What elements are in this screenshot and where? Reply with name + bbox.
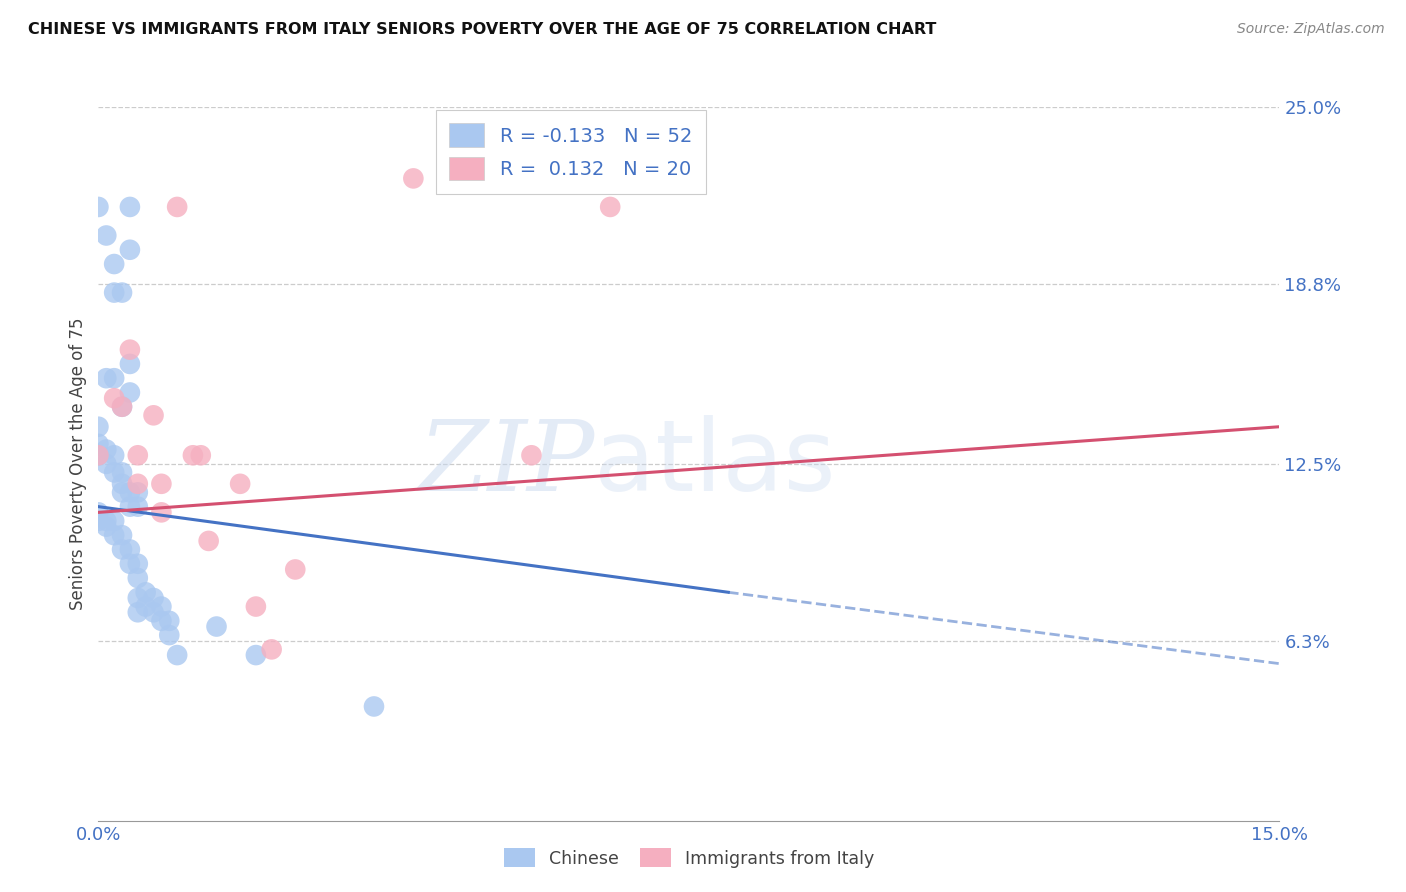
- Point: [142, 591, 165, 605]
- Point: [111, 528, 134, 542]
- Point: [190, 448, 212, 462]
- Point: [111, 400, 134, 414]
- Text: CHINESE VS IMMIGRANTS FROM ITALY SENIORS POVERTY OVER THE AGE OF 75 CORRELATION : CHINESE VS IMMIGRANTS FROM ITALY SENIORS…: [28, 22, 936, 37]
- Point: [103, 528, 125, 542]
- Point: [229, 476, 252, 491]
- Point: [127, 500, 149, 514]
- Point: [127, 476, 149, 491]
- Point: [150, 476, 173, 491]
- Point: [96, 457, 118, 471]
- Point: [103, 466, 125, 480]
- Point: [96, 514, 118, 528]
- Point: [103, 371, 125, 385]
- Point: [118, 357, 141, 371]
- Point: [96, 371, 118, 385]
- Point: [103, 391, 125, 405]
- Point: [245, 648, 267, 662]
- Point: [135, 585, 157, 599]
- Point: [103, 257, 125, 271]
- Point: [96, 519, 118, 533]
- Point: [111, 485, 134, 500]
- Point: [127, 485, 149, 500]
- Point: [111, 285, 134, 300]
- Point: [118, 343, 141, 357]
- Point: [111, 400, 134, 414]
- Point: [127, 571, 149, 585]
- Point: [87, 419, 110, 434]
- Point: [111, 466, 134, 480]
- Point: [284, 562, 307, 576]
- Text: Source: ZipAtlas.com: Source: ZipAtlas.com: [1237, 22, 1385, 37]
- Point: [111, 476, 134, 491]
- Point: [103, 285, 125, 300]
- Point: [87, 437, 110, 451]
- Point: [103, 514, 125, 528]
- Text: ZIP: ZIP: [418, 417, 595, 511]
- Point: [118, 557, 141, 571]
- Point: [118, 542, 141, 557]
- Point: [127, 591, 149, 605]
- Point: [127, 557, 149, 571]
- Point: [150, 599, 173, 614]
- Point: [118, 200, 141, 214]
- Point: [166, 200, 188, 214]
- Text: atlas: atlas: [595, 416, 837, 512]
- Point: [402, 171, 425, 186]
- Point: [150, 505, 173, 519]
- Point: [245, 599, 267, 614]
- Point: [87, 448, 110, 462]
- Y-axis label: Seniors Poverty Over the Age of 75: Seniors Poverty Over the Age of 75: [69, 318, 87, 610]
- Point: [599, 200, 621, 214]
- Point: [96, 442, 118, 457]
- Point: [111, 542, 134, 557]
- Point: [118, 243, 141, 257]
- Point: [127, 605, 149, 619]
- Point: [103, 448, 125, 462]
- Point: [87, 448, 110, 462]
- Legend: Chinese, Immigrants from Italy: Chinese, Immigrants from Italy: [495, 839, 883, 876]
- Point: [181, 448, 204, 462]
- Point: [127, 448, 149, 462]
- Point: [96, 228, 118, 243]
- Point: [197, 533, 219, 548]
- Point: [157, 628, 180, 642]
- Point: [520, 448, 543, 462]
- Point: [363, 699, 385, 714]
- Point: [135, 599, 157, 614]
- Point: [157, 614, 180, 628]
- Point: [87, 514, 110, 528]
- Point: [118, 485, 141, 500]
- Point: [118, 500, 141, 514]
- Point: [260, 642, 283, 657]
- Point: [142, 605, 165, 619]
- Point: [87, 200, 110, 214]
- Point: [87, 505, 110, 519]
- Point: [150, 614, 173, 628]
- Point: [142, 409, 165, 423]
- Point: [166, 648, 188, 662]
- Point: [118, 385, 141, 400]
- Point: [205, 619, 228, 633]
